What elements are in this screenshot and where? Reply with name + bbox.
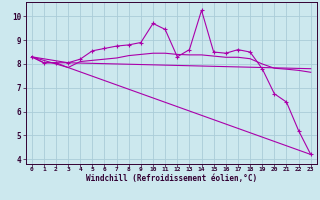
- X-axis label: Windchill (Refroidissement éolien,°C): Windchill (Refroidissement éolien,°C): [86, 174, 257, 183]
